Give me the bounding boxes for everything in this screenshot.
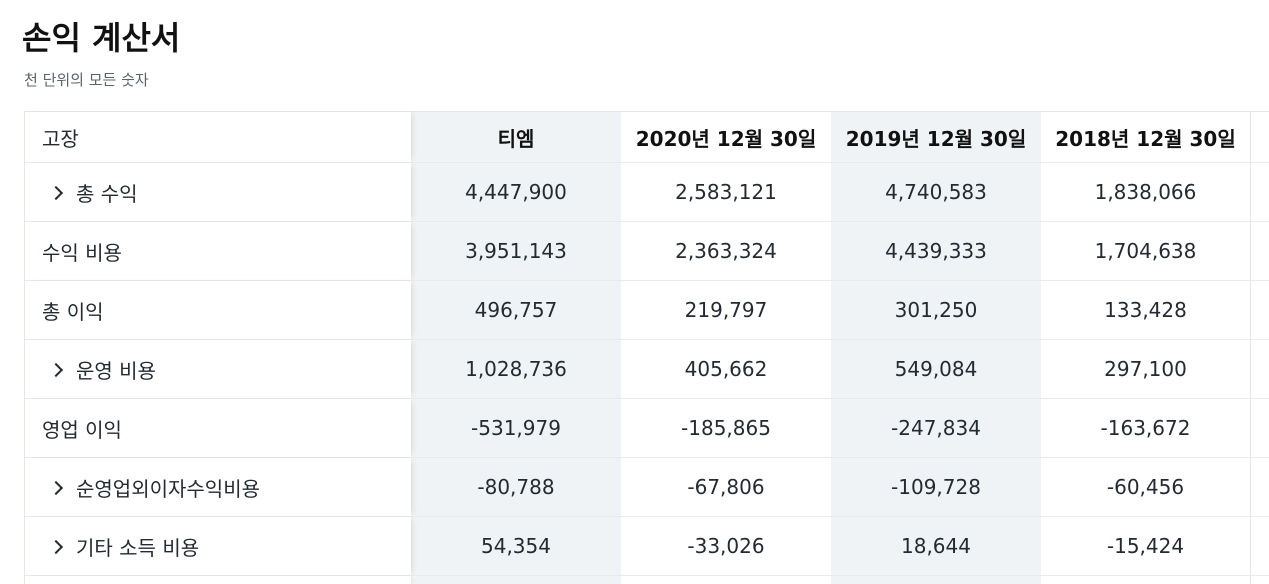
row-value-ttm: -80,788 [411, 458, 621, 516]
row-label: 기타 소득 비용 [76, 535, 200, 560]
row-label: 순영업외이자수익비용 [76, 476, 260, 501]
row-value-2018: -15,424 [1041, 517, 1251, 575]
row-label: 수익 비용 [42, 240, 122, 265]
row-label-cell[interactable]: 기타 소득 비용 [25, 517, 411, 575]
row-value-2018: 133,428 [1041, 281, 1251, 339]
row-cell-2019 [831, 576, 1041, 584]
chevron-right-icon[interactable] [48, 536, 76, 556]
row-value-ttm: -531,979 [411, 399, 621, 457]
header-2020[interactable]: 2020년 12월 30일 [621, 112, 831, 162]
row-value-2018: -60,456 [1041, 458, 1251, 516]
row-value-2020: -33,026 [621, 517, 831, 575]
row-label: 운영 비용 [76, 358, 156, 383]
row-value-ttm: 4,447,900 [411, 163, 621, 221]
row-value-2020: -67,806 [621, 458, 831, 516]
row-value-ttm: 3,951,143 [411, 222, 621, 280]
row-label-cell[interactable]: 운영 비용 [25, 340, 411, 398]
row-value-2020: -185,865 [621, 399, 831, 457]
row-value-2018: 1,838,066 [1041, 163, 1251, 221]
chevron-right-icon[interactable] [48, 359, 76, 379]
header-ttm[interactable]: 티엠 [411, 112, 621, 162]
row-value-ttm: 54,354 [411, 517, 621, 575]
row-value-2020: 2,583,121 [621, 163, 831, 221]
row-value-2019: 301,250 [831, 281, 1041, 339]
table-body: 총 수익 4,447,900 2,583,121 4,740,583 1,838,066… [25, 163, 1269, 576]
row-value-2020: 2,363,324 [621, 222, 831, 280]
table-row[interactable]: 순영업외이자수익비용 -80,788 -67,806 -109,728 -60,456 [25, 458, 1269, 517]
row-value-2019: 4,740,583 [831, 163, 1041, 221]
table-row[interactable]: 운영 비용 1,028,736 405,662 549,084 297,100 [25, 340, 1269, 399]
row-label: 총 수익 [76, 181, 138, 206]
table-row[interactable]: 총 수익 4,447,900 2,583,121 4,740,583 1,838,066 [25, 163, 1269, 222]
row-value-2019: 549,084 [831, 340, 1041, 398]
chevron-right-icon[interactable] [48, 182, 76, 202]
table-row: 영업 이익 -531,979 -185,865 -247,834 -163,672 [25, 399, 1269, 458]
row-label: 총 이익 [42, 299, 104, 324]
row-value-2020: 219,797 [621, 281, 831, 339]
table-header-row: 고장 티엠 2020년 12월 30일 2019년 12월 30일 2018년 … [25, 112, 1269, 163]
row-value-2019: 4,439,333 [831, 222, 1041, 280]
row-cell-2018 [1041, 576, 1251, 584]
page-subtitle: 천 단위의 모든 숫자 [24, 71, 149, 89]
financial-table: 고장 티엠 2020년 12월 30일 2019년 12월 30일 2018년 … [24, 111, 1269, 584]
row-value-2018: 297,100 [1041, 340, 1251, 398]
row-label-cell: 수익 비용 [25, 222, 411, 280]
page-title: 손익 계산서 [22, 19, 181, 57]
row-label-cell [25, 576, 411, 584]
row-cell-2020 [621, 576, 831, 584]
table-row: 총 이익 496,757 219,797 301,250 133,428 [25, 281, 1269, 340]
row-label-cell[interactable]: 총 수익 [25, 163, 411, 221]
row-cell-ttm [411, 576, 621, 584]
table-row-partial [25, 576, 1269, 584]
row-value-2019: -247,834 [831, 399, 1041, 457]
row-value-ttm: 1,028,736 [411, 340, 621, 398]
row-label-cell[interactable]: 순영업외이자수익비용 [25, 458, 411, 516]
row-value-2018: 1,704,638 [1041, 222, 1251, 280]
chevron-right-icon[interactable] [48, 477, 76, 497]
table-row: 수익 비용 3,951,143 2,363,324 4,439,333 1,704,63… [25, 222, 1269, 281]
row-value-2019: 18,644 [831, 517, 1041, 575]
row-value-2019: -109,728 [831, 458, 1041, 516]
row-value-2020: 405,662 [621, 340, 831, 398]
row-value-ttm: 496,757 [411, 281, 621, 339]
row-value-2018: -163,672 [1041, 399, 1251, 457]
row-label: 영업 이익 [42, 417, 122, 442]
table-row[interactable]: 기타 소득 비용 54,354 -33,026 18,644 -15,424 [25, 517, 1269, 576]
header-2018[interactable]: 2018년 12월 30일 [1041, 112, 1251, 162]
header-breakdown: 고장 [25, 112, 411, 162]
header-2019[interactable]: 2019년 12월 30일 [831, 112, 1041, 162]
row-label-cell: 영업 이익 [25, 399, 411, 457]
row-label-cell: 총 이익 [25, 281, 411, 339]
